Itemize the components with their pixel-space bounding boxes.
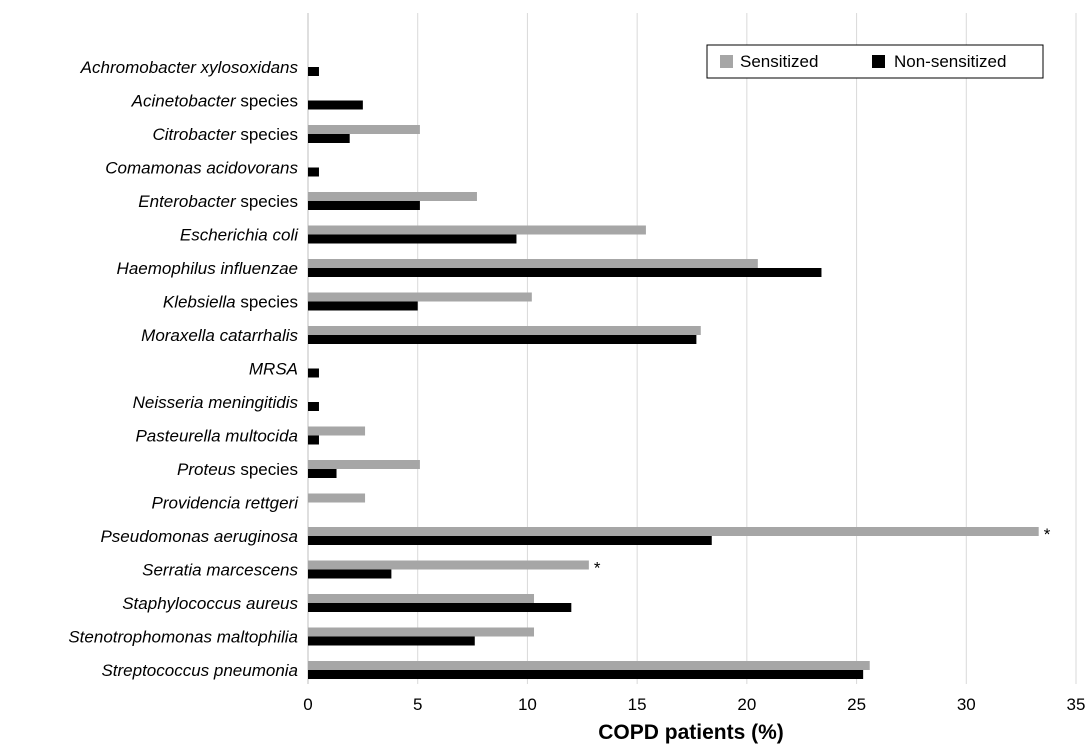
bar-sensitized-16 <box>308 594 535 603</box>
category-label: Citrobacter species <box>152 125 298 144</box>
x-tick-label: 25 <box>847 695 866 714</box>
bar-sensitized-11 <box>308 426 366 436</box>
bar-non-sensitized-7 <box>308 301 418 311</box>
bar-sensitized-12 <box>308 460 420 469</box>
bar-non-sensitized-5 <box>308 234 517 244</box>
gridlines <box>307 13 1077 684</box>
legend: Sensitized Non-sensitized <box>706 44 1044 79</box>
category-label: Streptococcus pneumonia <box>101 661 298 680</box>
x-tick-label: 0 <box>303 695 312 714</box>
bar-non-sensitized-4 <box>308 201 420 210</box>
bar-non-sensitized-15 <box>308 569 392 579</box>
significance-star: * <box>594 559 601 578</box>
category-label: Acinetobacter species <box>131 92 298 111</box>
bar-sensitized-8 <box>308 326 701 335</box>
bar-sensitized-7 <box>308 292 532 302</box>
bar-sensitized-2 <box>308 125 420 134</box>
legend-label-non-sensitized: Non-sensitized <box>894 52 1006 71</box>
bar-non-sensitized-2 <box>308 134 350 143</box>
bar-non-sensitized-18 <box>308 670 864 679</box>
bar-sensitized-6 <box>308 259 758 268</box>
bar-sensitized-13 <box>308 493 366 503</box>
x-tick-label: 15 <box>628 695 647 714</box>
bar-non-sensitized-1 <box>308 100 363 110</box>
legend-label-sensitized: Sensitized <box>740 52 818 71</box>
category-label: Stenotrophomonas maltophilia <box>68 628 298 647</box>
bar-sensitized-4 <box>308 192 477 201</box>
bar-non-sensitized-14 <box>308 536 712 545</box>
category-label: Achromobacter xylosoxidans <box>80 58 299 77</box>
category-labels: Achromobacter xylosoxidans Acinetobacter … <box>68 58 299 680</box>
category-label: Klebsiella species <box>163 293 298 312</box>
x-axis-title: COPD patients (%) <box>598 721 784 744</box>
category-label: Escherichia coli <box>180 226 299 245</box>
bar-non-sensitized-0 <box>308 67 319 76</box>
category-label: MRSA <box>249 360 298 379</box>
legend-swatch-non-sensitized <box>872 55 885 68</box>
bar-sensitized-14 <box>308 527 1039 536</box>
category-label: Haemophilus influenzae <box>117 259 298 278</box>
bar-non-sensitized-6 <box>308 268 822 277</box>
significance-star: * <box>1044 525 1051 544</box>
bar-non-sensitized-11 <box>308 435 319 445</box>
category-label: Enterobacter species <box>138 192 298 211</box>
category-label: Serratia marcescens <box>142 561 298 580</box>
category-label: Staphylococcus aureus <box>122 594 298 613</box>
x-tick-label: 30 <box>957 695 976 714</box>
bar-non-sensitized-3 <box>308 167 319 177</box>
bar-sensitized-18 <box>308 661 870 670</box>
x-tick-label: 35 <box>1067 695 1086 714</box>
legend-swatch-sensitized <box>720 55 733 68</box>
bar-non-sensitized-10 <box>308 402 319 411</box>
bar-non-sensitized-12 <box>308 469 337 478</box>
category-label: Pseudomonas aeruginosa <box>100 527 298 546</box>
bar-non-sensitized-17 <box>308 636 475 646</box>
bar-sensitized-5 <box>308 225 646 235</box>
category-label: Pasteurella multocida <box>135 427 298 446</box>
bar-non-sensitized-9 <box>308 368 319 378</box>
bar-sensitized-15 <box>308 560 589 570</box>
bars <box>308 67 1039 679</box>
bar-non-sensitized-8 <box>308 335 697 344</box>
category-label: Providencia rettgeri <box>152 494 300 513</box>
bar-non-sensitized-16 <box>308 603 572 612</box>
category-label: Neisseria meningitidis <box>133 393 299 412</box>
significance-markers: ** <box>594 525 1051 578</box>
category-label: Proteus species <box>177 460 298 479</box>
x-tick-label: 5 <box>413 695 422 714</box>
x-axis-ticks: 0 5 10 15 20 25 30 35 <box>303 695 1085 714</box>
x-tick-label: 20 <box>737 695 756 714</box>
x-tick-label: 10 <box>518 695 537 714</box>
bar-sensitized-17 <box>308 627 535 637</box>
category-label: Moraxella catarrhalis <box>141 326 298 345</box>
category-label: Comamonas acidovorans <box>105 159 298 178</box>
